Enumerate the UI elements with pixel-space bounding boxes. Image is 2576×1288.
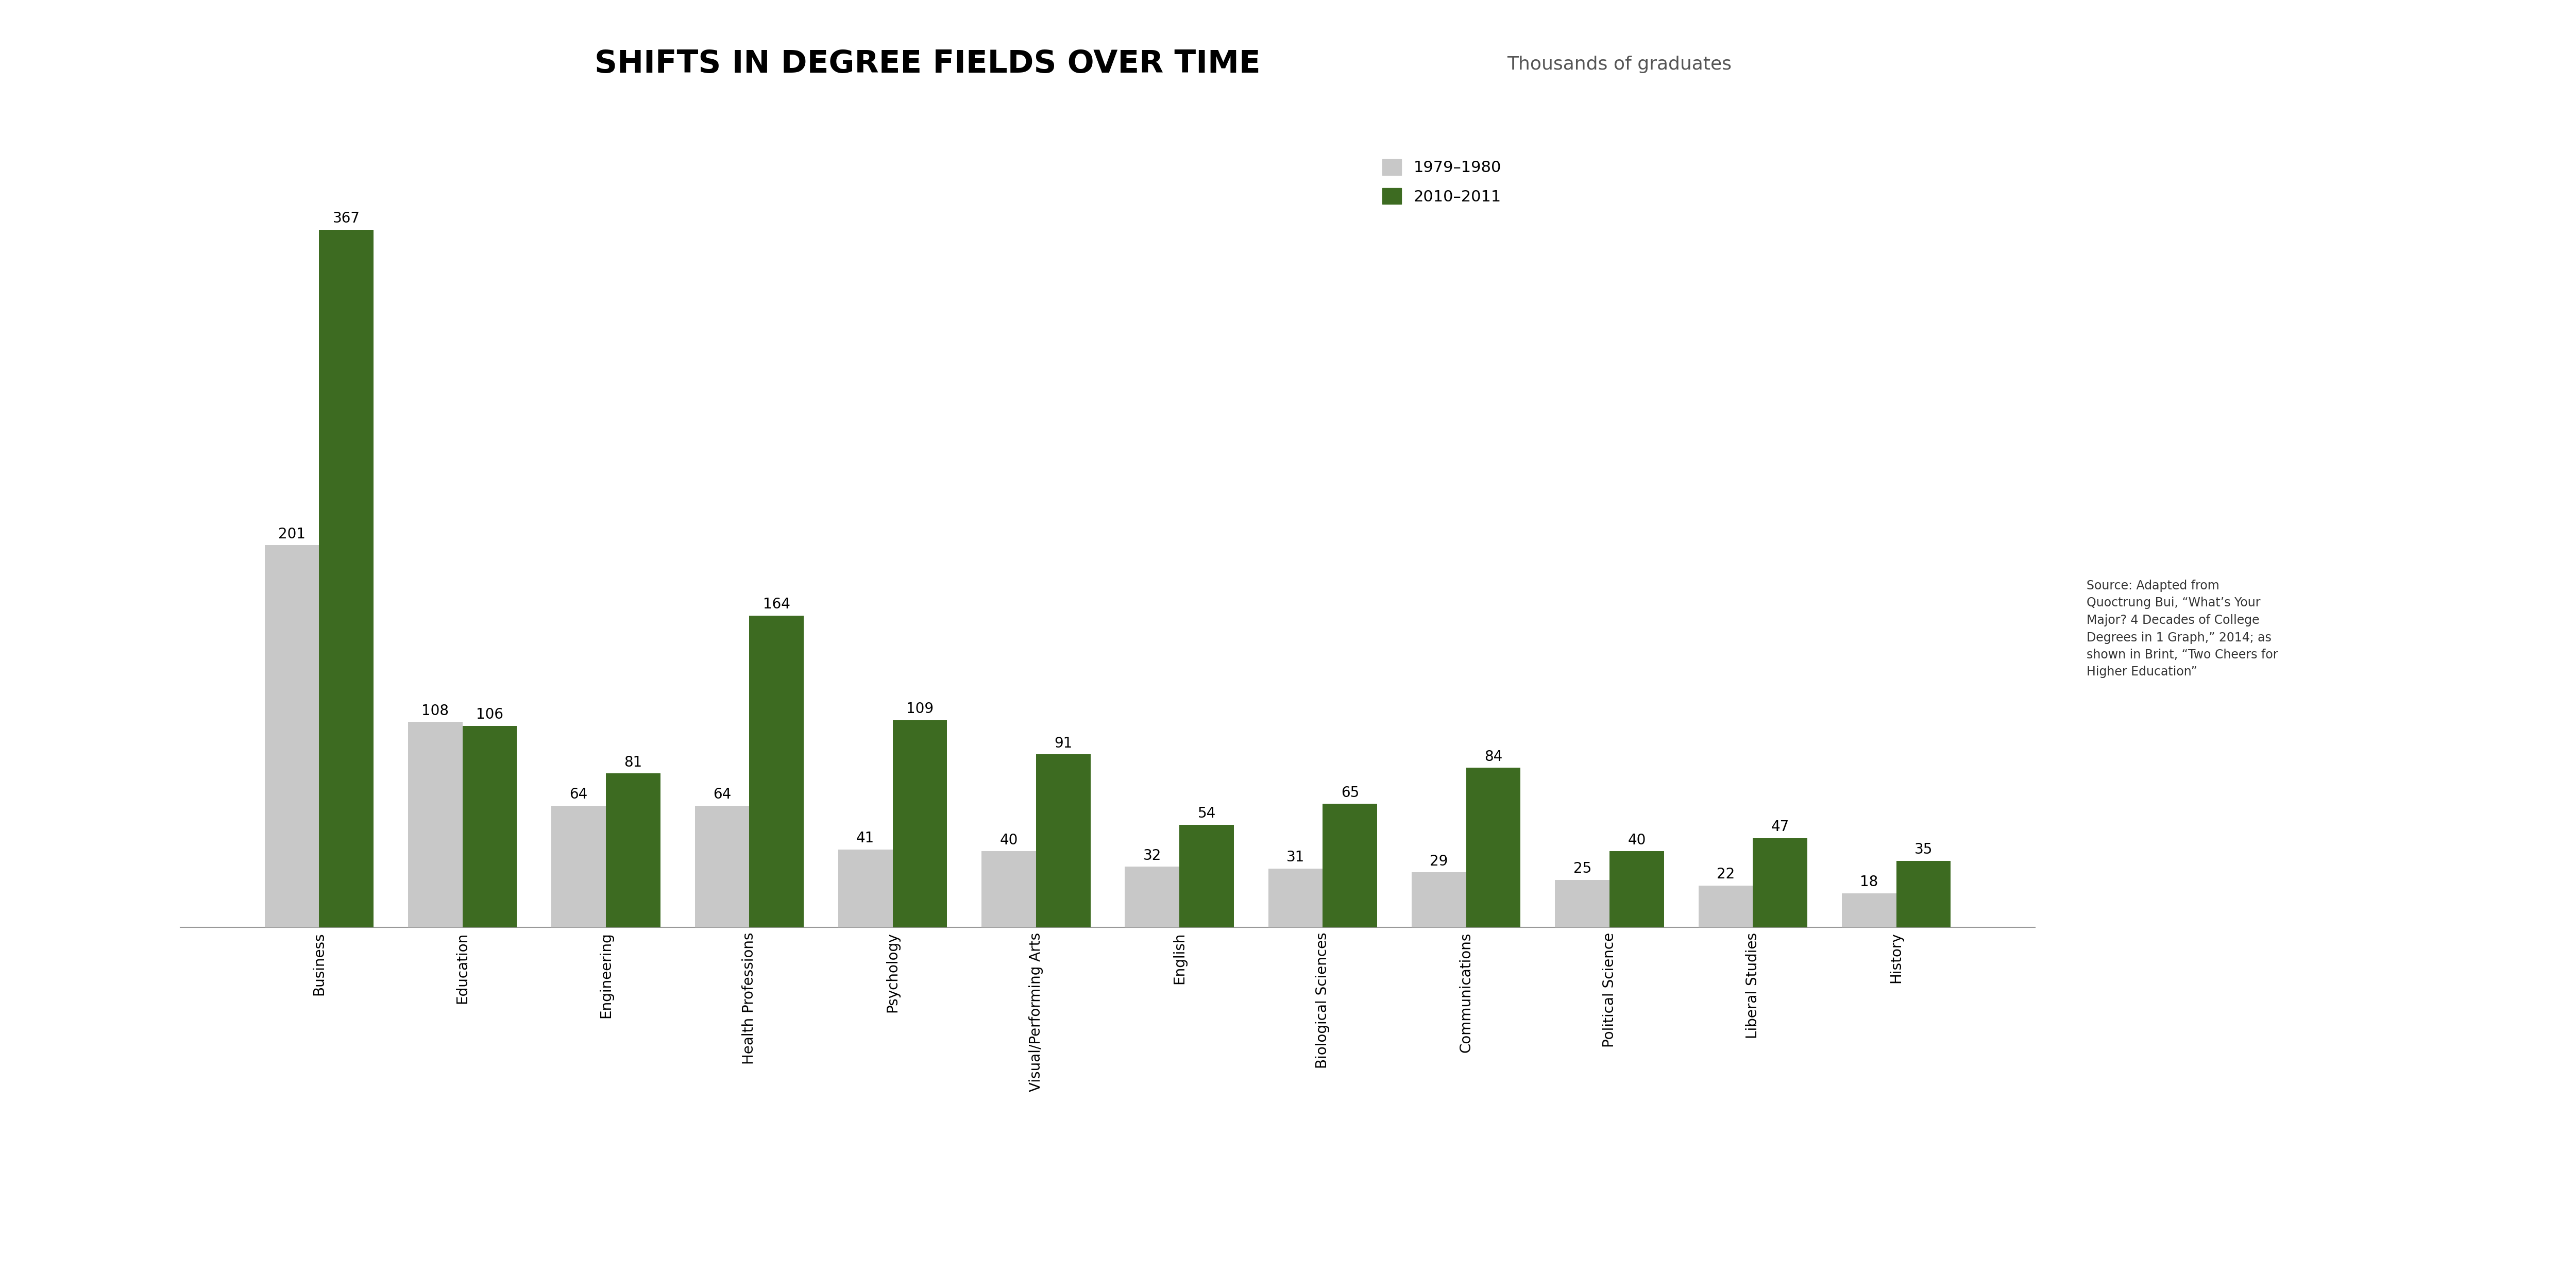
Text: 31: 31 <box>1285 850 1303 864</box>
Text: 65: 65 <box>1342 786 1360 800</box>
Bar <box>319 229 374 927</box>
Bar <box>750 616 804 927</box>
Bar <box>894 720 948 927</box>
Text: 106: 106 <box>477 707 502 723</box>
Bar <box>1321 804 1378 927</box>
Bar <box>1556 880 1610 927</box>
Bar <box>1896 860 1950 927</box>
Text: 29: 29 <box>1430 854 1448 868</box>
Text: Thousands of graduates: Thousands of graduates <box>1507 55 1731 73</box>
Bar <box>605 773 659 927</box>
Text: 91: 91 <box>1054 737 1072 751</box>
Bar <box>696 806 750 927</box>
Text: 64: 64 <box>714 787 732 802</box>
Bar <box>1126 867 1180 927</box>
Bar <box>551 806 605 927</box>
Text: SHIFTS IN DEGREE FIELDS OVER TIME: SHIFTS IN DEGREE FIELDS OVER TIME <box>595 49 1260 80</box>
Text: 47: 47 <box>1772 819 1790 835</box>
Text: 367: 367 <box>332 211 361 225</box>
Text: 40: 40 <box>1628 833 1646 848</box>
Text: 201: 201 <box>278 527 307 541</box>
Bar <box>1752 838 1808 927</box>
Legend: 1979–1980, 2010–2011: 1979–1980, 2010–2011 <box>1376 153 1507 211</box>
Bar <box>1412 872 1466 927</box>
Text: 22: 22 <box>1716 867 1734 882</box>
Text: 64: 64 <box>569 787 587 802</box>
Bar <box>1698 886 1752 927</box>
Text: 84: 84 <box>1484 750 1502 764</box>
Bar <box>464 726 518 927</box>
Bar <box>1842 893 1896 927</box>
Bar <box>1267 868 1321 927</box>
Bar <box>1180 824 1234 927</box>
Text: 108: 108 <box>422 703 448 719</box>
Text: 164: 164 <box>762 598 791 612</box>
Text: 18: 18 <box>1860 875 1878 889</box>
Text: 81: 81 <box>623 755 641 769</box>
Text: 25: 25 <box>1574 862 1592 876</box>
Text: 109: 109 <box>907 702 933 716</box>
Bar <box>265 545 319 927</box>
Text: 40: 40 <box>999 833 1018 848</box>
Bar <box>1036 755 1090 927</box>
Text: 35: 35 <box>1914 842 1932 857</box>
Bar <box>1610 851 1664 927</box>
Bar <box>981 851 1036 927</box>
Bar <box>837 849 894 927</box>
Bar <box>1466 768 1520 927</box>
Text: 41: 41 <box>855 831 873 846</box>
Text: 32: 32 <box>1144 849 1162 863</box>
Text: 54: 54 <box>1198 806 1216 820</box>
Bar <box>407 723 464 927</box>
Text: Source: Adapted from
Quoctrung Bui, “What’s Your
Major? 4 Decades of College
Deg: Source: Adapted from Quoctrung Bui, “Wha… <box>2087 580 2277 679</box>
